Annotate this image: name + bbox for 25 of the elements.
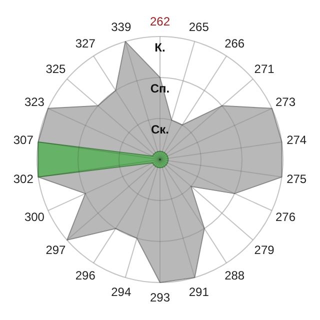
spoke-label: 293 (150, 290, 170, 304)
spoke-label: 327 (75, 36, 96, 50)
spoke-label: 275 (286, 172, 307, 186)
spoke-label: 266 (224, 36, 245, 50)
spoke-label: 288 (224, 268, 245, 283)
y-tick-label: Ск. (150, 122, 170, 136)
spoke-label: 302 (13, 172, 34, 186)
spoke-label: 307 (13, 132, 34, 147)
spoke-label: 325 (46, 62, 66, 76)
spoke-label: 262 (150, 14, 170, 28)
spoke-label: 274 (286, 132, 307, 147)
y-tick-label: К. (154, 40, 166, 54)
spoke-label: 265 (188, 20, 210, 34)
spoke-label: 271 (254, 62, 275, 76)
spoke-label: 273 (276, 95, 296, 110)
spoke-label: 323 (24, 95, 45, 110)
spoke-label: 339 (111, 20, 132, 34)
spoke-label: 279 (254, 242, 275, 257)
spoke-label: 296 (75, 268, 96, 283)
spoke-label: 300 (24, 210, 45, 224)
spoke-label: 294 (111, 284, 132, 299)
y-tick-label: Сп. (150, 82, 170, 96)
spoke-label: 297 (46, 242, 66, 257)
spoke-label: 291 (188, 284, 210, 299)
spoke-label: 276 (276, 210, 296, 224)
